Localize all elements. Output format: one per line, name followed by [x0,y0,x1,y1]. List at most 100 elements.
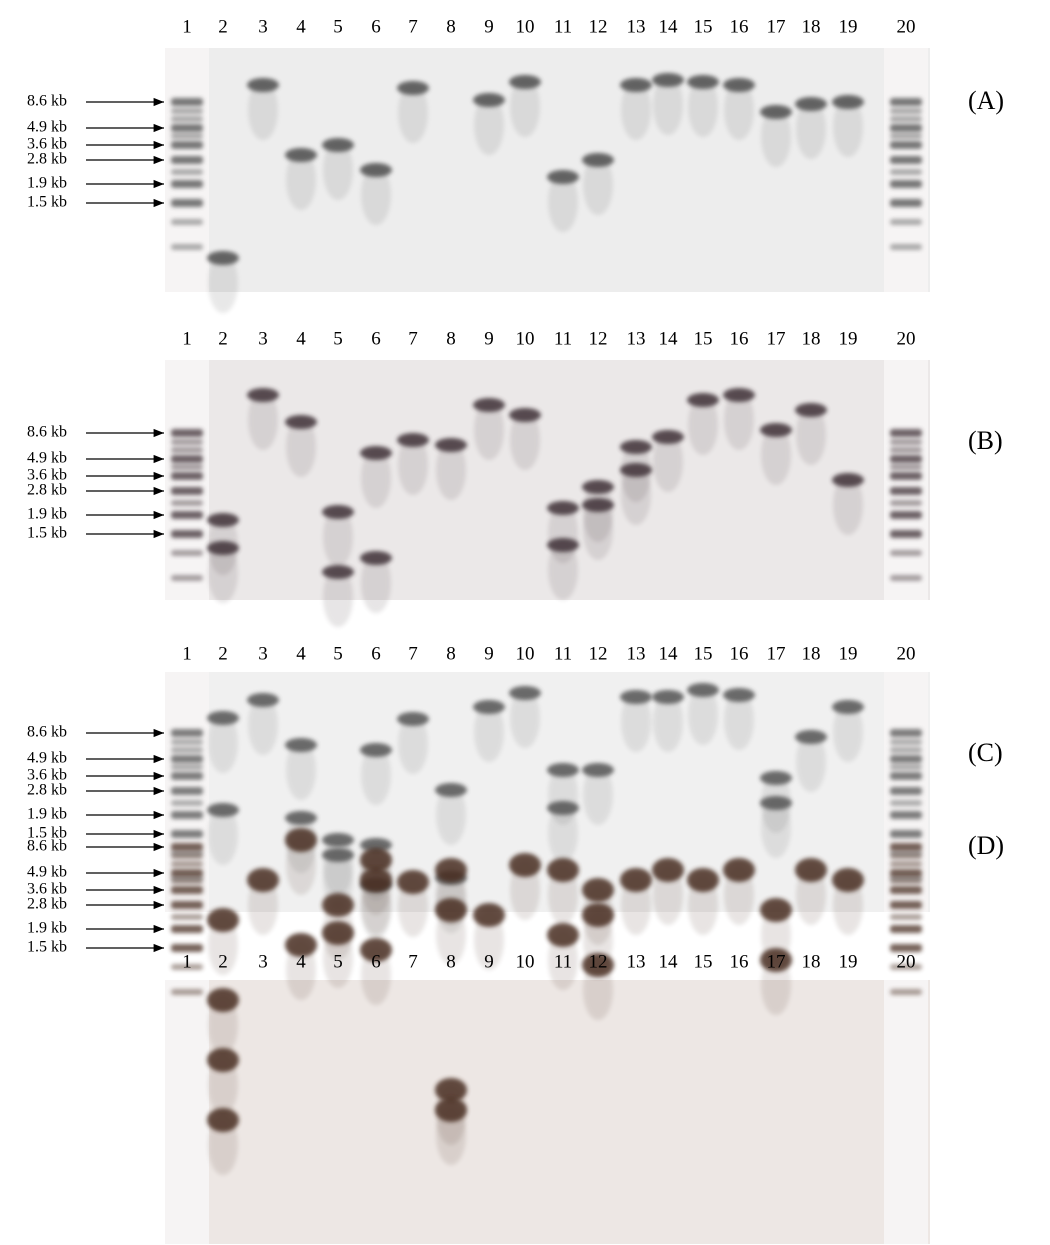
band [360,743,392,757]
ladder-band [890,487,922,495]
band [547,538,579,552]
lane-number: 8 [446,951,456,972]
ladder-band [890,219,922,225]
band [509,686,541,700]
ladder-band [890,98,922,106]
smear [761,798,791,858]
smear [621,80,651,140]
lane-number: 19 [839,643,858,664]
ladder-band [171,830,203,838]
size-marker: 2.8 kb [27,896,67,913]
band [620,440,652,454]
ladder-band [890,511,922,519]
smear [724,80,754,140]
ladder-band [171,439,203,445]
band [207,251,239,265]
ladder-band [171,133,203,139]
smear [510,410,540,470]
ladder-band [890,550,922,556]
ladder-band [890,530,922,538]
lane-number: 17 [767,951,786,972]
ladder-band [171,141,203,149]
band [652,430,684,444]
band [360,551,392,565]
ladder-band [890,455,922,463]
band [723,78,755,92]
band [582,763,614,777]
band [582,498,614,512]
ladder-band [890,800,922,806]
ladder-band [171,429,203,437]
band [723,688,755,702]
band [509,408,541,422]
smear [796,99,826,159]
ladder-band [890,141,922,149]
lane-number: 12 [589,951,608,972]
ladder-band [171,464,203,470]
lane-number: 18 [802,643,821,664]
ladder-band [171,989,203,995]
ladder-band [890,124,922,132]
band [435,438,467,452]
lane-number: 13 [627,951,646,972]
smear [323,140,353,200]
lane-number: 11 [554,16,572,37]
band [547,801,579,815]
ladder-band [171,800,203,806]
band [285,811,317,825]
band [473,398,505,412]
smear [436,785,466,845]
lane-number: 14 [659,951,679,972]
band [473,903,505,927]
lane-number: 1 [182,643,192,664]
ladder-band [171,914,203,920]
ladder-band [890,925,922,933]
smear [361,165,391,225]
lane-number: 15 [694,951,713,972]
smear [474,400,504,460]
lane-number: 2 [218,328,228,349]
ladder-band [890,772,922,780]
smear [724,690,754,750]
size-marker: 2.8 kb [27,482,67,499]
size-marker: 1.9 kb [27,175,67,192]
smear [248,695,278,755]
ladder-band [890,739,922,745]
size-marker: 8.6 kb [27,838,67,855]
lane-number: 3 [258,16,268,37]
smear [248,390,278,450]
band [397,712,429,726]
smear [548,172,578,232]
ladder-band [890,108,922,114]
ladder-band [171,772,203,780]
smear [510,77,540,137]
band [247,868,279,892]
ladder-band [890,199,922,207]
ladder-band [171,455,203,463]
lane-number: 5 [333,328,343,349]
band [360,938,392,962]
ladder-band [890,787,922,795]
smear [286,150,316,210]
band [285,933,317,957]
lane-number: 6 [371,328,381,349]
band [207,1048,239,1072]
lane-number: 18 [802,951,821,972]
ladder-band [171,116,203,122]
band [285,828,317,852]
smear [833,97,863,157]
band [285,148,317,162]
lane-number: 4 [296,16,306,37]
band [322,921,354,945]
ladder-band [890,472,922,480]
band [247,78,279,92]
ladder-band [890,869,922,877]
band [620,78,652,92]
band [397,433,429,447]
lane-number: 9 [484,643,494,664]
ladder-band [171,764,203,770]
band [322,833,354,847]
smear [286,740,316,800]
lane-number: 14 [659,16,679,37]
lane-number: 18 [802,16,821,37]
